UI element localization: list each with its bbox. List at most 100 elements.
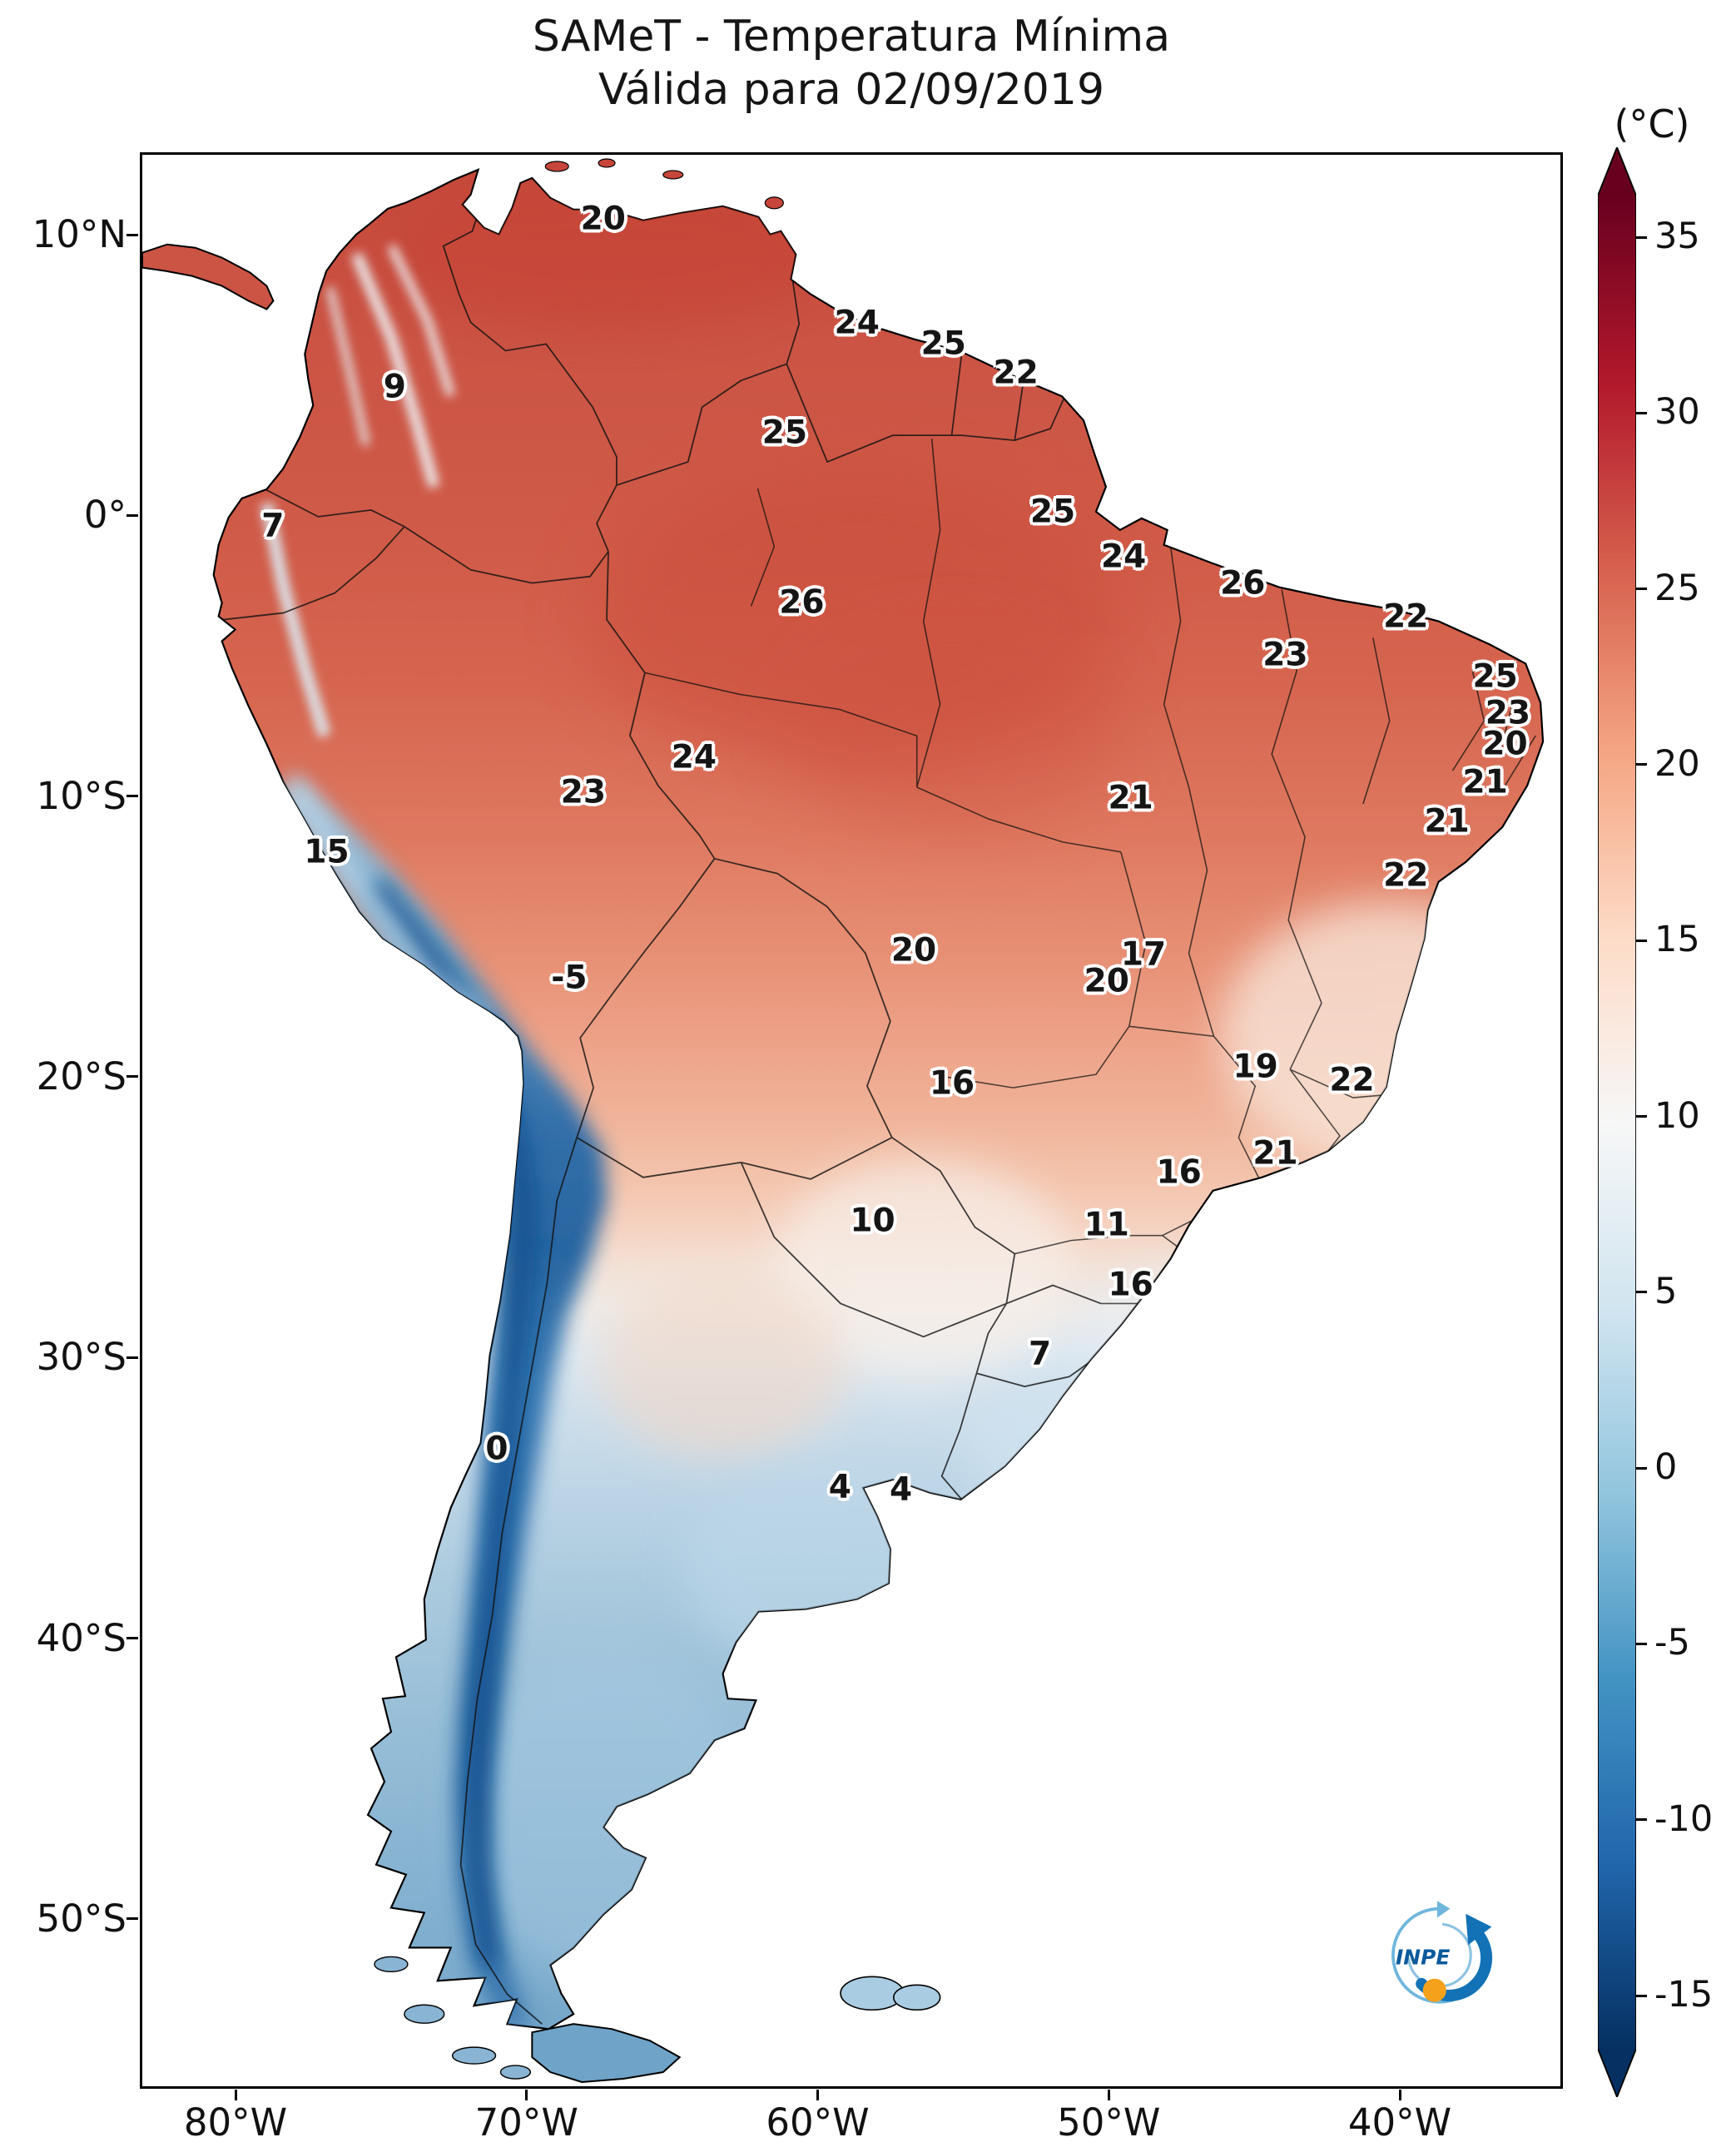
- colorbar-tick-mark: [1636, 1642, 1647, 1645]
- temp-label: -5: [551, 959, 588, 997]
- hot-patch-amazon2: [789, 636, 1121, 836]
- temp-label: 26: [1220, 564, 1266, 602]
- national-borders: [223, 187, 1102, 2025]
- colorbar-tick-label: -15: [1654, 1974, 1714, 2016]
- temp-label: 24: [834, 304, 880, 342]
- colorbar-tick-mark: [1636, 1818, 1647, 1822]
- temp-label: 9: [383, 368, 406, 406]
- temperature-labels-layer: 20 24 25 22 9 25 7 25 24 26 26 22 23 25 23 20 24 23 21 21 21…: [142, 155, 1560, 2086]
- colorbar-tick-mark: [1636, 411, 1647, 414]
- temp-label: 20: [1482, 725, 1528, 763]
- temp-label: 20: [890, 931, 937, 969]
- colorbar-tick-label: 20: [1654, 742, 1700, 785]
- temp-label: 21: [1424, 802, 1470, 840]
- temp-label: 25: [1472, 657, 1518, 696]
- x-axis-tick-mark: [525, 2090, 528, 2100]
- temp-label: 25: [920, 325, 966, 363]
- y-axis-tick-mark: [126, 1075, 138, 1078]
- x-axis-tick-label: 50°W: [1057, 2100, 1161, 2145]
- temp-label: 10: [850, 1202, 895, 1240]
- colorbar-tick-label: 10: [1654, 1094, 1700, 1137]
- tierra-del-fuego: [531, 2023, 682, 2084]
- inpe-logo: INPE: [1372, 1896, 1507, 2019]
- colorbar-tick-mark: [1636, 939, 1647, 942]
- colorbar-tick-mark: [1636, 1466, 1647, 1470]
- pink-patch-n-argentina: [598, 1275, 848, 1458]
- temp-label: 17: [1120, 935, 1167, 974]
- y-axis-tick-label: 50°S: [36, 1896, 126, 1941]
- colorbar-gradient-bar: [1598, 147, 1636, 2097]
- temp-label: 22: [1329, 1061, 1375, 1099]
- temp-label: 22: [993, 354, 1039, 392]
- colorbar: [1598, 147, 1636, 2097]
- colorbar-tick-label: 5: [1654, 1270, 1678, 1312]
- y-axis-tick-mark: [126, 233, 138, 236]
- temp-label: 0: [485, 1430, 508, 1468]
- colorbar-tick-mark: [1636, 1291, 1647, 1294]
- y-axis-tick-mark: [126, 795, 138, 798]
- temp-label: 20: [580, 200, 626, 238]
- y-axis-tick-mark: [126, 1917, 138, 1921]
- temp-label: 20: [1084, 962, 1129, 1000]
- temp-label: 24: [671, 738, 717, 776]
- temp-label: 11: [1084, 1206, 1129, 1244]
- y-axis-tick-label: 30°S: [36, 1335, 126, 1380]
- colorbar-tick-label: 0: [1654, 1446, 1678, 1489]
- temp-label: 19: [1233, 1048, 1278, 1085]
- temp-label: 26: [779, 583, 825, 622]
- x-axis-tick-label: 40°W: [1347, 2100, 1452, 2145]
- temp-label: 7: [1029, 1335, 1052, 1373]
- colorbar-tick-mark: [1636, 1115, 1647, 1118]
- colorbar-tick-label: -10: [1654, 1797, 1714, 1840]
- colorbar-tick-label: 15: [1654, 919, 1700, 961]
- colorbar-tick-label: 30: [1654, 391, 1700, 434]
- andes-cold-band: [283, 771, 608, 2030]
- y-axis-tick-label: 10°N: [32, 212, 126, 256]
- logo-orbit-arc-inner: [1407, 1922, 1472, 1988]
- temp-label: 25: [761, 414, 808, 452]
- colorbar-tick-mark: [1636, 763, 1647, 766]
- colorbar-tick-label: 35: [1654, 216, 1700, 257]
- x-axis-tick-label: 70°W: [474, 2100, 578, 2145]
- colorbar-unit-label: (°C): [1614, 102, 1690, 146]
- title-line2: Válida para 02/09/2019: [598, 65, 1105, 115]
- x-axis-tick-mark: [1398, 2090, 1401, 2100]
- y-axis-tick-mark: [126, 1637, 138, 1640]
- figure-title: SAMeT - Temperatura Mínima Válida para 0…: [140, 10, 1563, 117]
- logo-orange-dot: [1422, 1978, 1446, 2002]
- y-axis-tick-mark: [126, 513, 138, 517]
- x-axis-tick-mark: [816, 2090, 819, 2100]
- logo-orbit-arrowhead: [1436, 1901, 1451, 1918]
- logo-inpe-text: INPE: [1396, 1946, 1450, 1970]
- temp-label: 16: [1156, 1153, 1202, 1192]
- y-axis-tick-label: 0°: [83, 493, 126, 538]
- inpe-logo-graphic: INPE: [1391, 1901, 1493, 2004]
- colorbar-tick-label: 25: [1654, 567, 1700, 609]
- x-axis-tick-mark: [234, 2090, 237, 2100]
- temp-label: 21: [1462, 763, 1508, 801]
- temp-label: 24: [1101, 538, 1147, 576]
- temp-label: 16: [929, 1064, 975, 1103]
- temp-label: 21: [1108, 779, 1153, 817]
- colombia-andes-streak2: [387, 244, 455, 397]
- central-america-strip: [142, 243, 275, 310]
- temp-label: 23: [1262, 636, 1308, 674]
- x-axis-tick-label: 60°W: [766, 2100, 870, 2145]
- temp-label: 23: [1485, 694, 1531, 732]
- temp-label: 4: [828, 1468, 851, 1506]
- x-axis-tick-label: 80°W: [183, 2100, 288, 2145]
- temp-label: 21: [1252, 1134, 1298, 1173]
- temp-label: 4: [890, 1470, 913, 1509]
- south-america-map: [142, 158, 1545, 2084]
- map-plot-area: 20 24 25 22 9 25 7 25 24 26 26 22 23 25 23 20 24 23 21 21 21…: [140, 152, 1563, 2089]
- temp-label: 25: [1029, 493, 1076, 531]
- caribbean-islands: [544, 158, 784, 210]
- y-axis-tick-label: 20°S: [36, 1054, 126, 1098]
- malvinas-islands: [840, 1976, 941, 2011]
- temp-label: 23: [560, 773, 607, 811]
- colorbar-tick-mark: [1636, 236, 1647, 239]
- temp-label: 22: [1383, 598, 1429, 636]
- temp-label: 7: [261, 507, 285, 545]
- temp-label: 16: [1108, 1266, 1153, 1304]
- colombia-andes-streak3: [325, 286, 370, 447]
